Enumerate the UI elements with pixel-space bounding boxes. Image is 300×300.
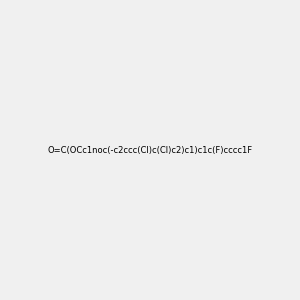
Text: O=C(OCc1noc(-c2ccc(Cl)c(Cl)c2)c1)c1c(F)cccc1F: O=C(OCc1noc(-c2ccc(Cl)c(Cl)c2)c1)c1c(F)c… (47, 146, 253, 154)
